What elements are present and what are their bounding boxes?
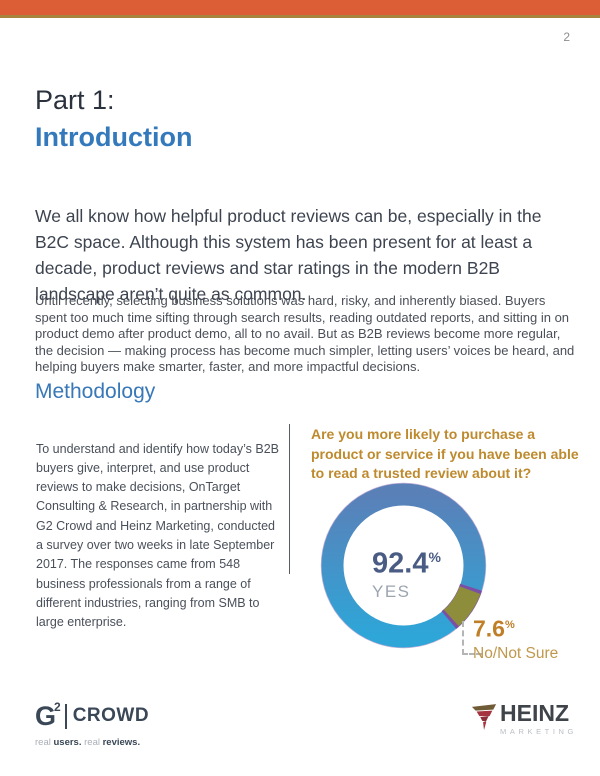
no-value: 7.6: [473, 615, 505, 642]
callout-dashed-line-vertical: [462, 621, 464, 655]
title-part-label: Part 1:: [35, 85, 115, 115]
top-orange-bar: [0, 0, 600, 15]
donut-chart: [320, 482, 487, 649]
methodology-heading: Methodology: [35, 380, 156, 403]
heinz-wordmark: HEINZ: [500, 700, 569, 726]
g2-tagline-real-1: real: [35, 737, 54, 748]
g2-tagline: real users. real reviews.: [35, 737, 140, 748]
tornado-icon: [471, 704, 497, 731]
g2-tagline-reviews: reviews.: [102, 737, 141, 748]
no-label: No/Not Sure: [473, 644, 559, 662]
top-gold-accent-line: [0, 15, 600, 18]
g2-crowd-logo: G 2 CROWD: [35, 700, 150, 731]
title-section-name: Introduction: [35, 122, 193, 152]
section-title: Part 1: Introduction: [35, 82, 192, 156]
yes-percent-sign: %: [428, 549, 441, 565]
g2-logo-g: G: [35, 701, 57, 731]
intro-body-paragraph: Until recently, selecting business solut…: [35, 293, 575, 374]
no-percentage: 7.6%: [473, 612, 558, 642]
callout-dashed-line-horizontal: [462, 653, 482, 655]
heinz-marketing-logo: HEINZ MARKETING: [471, 700, 577, 736]
g2-tagline-real-2: real: [81, 737, 103, 748]
heinz-sub-wordmark: MARKETING: [500, 727, 577, 736]
g2-tagline-users: users.: [53, 737, 82, 748]
intro-lead-paragraph: We all know how helpful product reviews …: [35, 205, 542, 304]
methodology-paragraph: To understand and identify how today’s B…: [36, 441, 279, 630]
yes-label: YES: [372, 581, 411, 601]
column-divider-line: [289, 424, 290, 574]
yes-percentage: 92.4%: [372, 541, 441, 580]
page-number: 2: [563, 30, 570, 44]
g2-logo-wordmark: CROWD: [72, 705, 150, 726]
donut-center-label: 92.4% YES: [372, 541, 441, 602]
g2-logo-2: 2: [54, 700, 61, 714]
donut-yes-slice: [321, 483, 486, 648]
no-callout: 7.6% No/Not Sure: [473, 612, 558, 663]
g2-logo-divider: [64, 703, 67, 729]
yes-value: 92.4: [372, 547, 429, 580]
no-percent-sign: %: [504, 619, 515, 631]
survey-question: Are you more likely to purchase a produc…: [311, 426, 579, 481]
